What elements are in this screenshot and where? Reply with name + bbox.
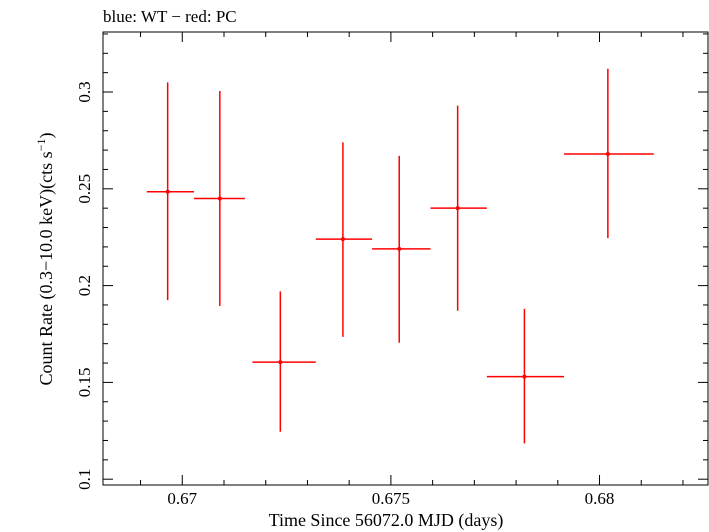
y-tick-label: 0.25 bbox=[75, 174, 94, 204]
data-point bbox=[372, 155, 431, 343]
point-marker bbox=[455, 206, 460, 211]
y-tick-label: 0.15 bbox=[75, 368, 94, 398]
x-axis-label: Time Since 56072.0 MJD (days) bbox=[269, 510, 504, 531]
data-point bbox=[146, 82, 194, 301]
minor-ticks bbox=[103, 32, 708, 485]
point-marker bbox=[278, 360, 283, 365]
y-tick-label: 0.2 bbox=[75, 275, 94, 296]
point-marker bbox=[605, 151, 610, 156]
x-tick-label: 0.67 bbox=[167, 489, 197, 508]
major-ticks bbox=[103, 32, 708, 485]
y-axis-label: Count Rate (0.3−10.0 keV)(cts s−1) bbox=[34, 133, 57, 386]
y-axis-label-close: ) bbox=[36, 133, 57, 139]
data-series-pc bbox=[146, 68, 654, 444]
point-marker bbox=[340, 237, 345, 242]
data-point bbox=[315, 142, 373, 337]
y-tick-labels: 0.1 0.15 0.2 0.25 0.3 bbox=[75, 81, 94, 489]
y-tick-label: 0.3 bbox=[75, 81, 94, 102]
data-point bbox=[486, 308, 565, 444]
data-point bbox=[564, 68, 654, 239]
y-tick-label: 0.1 bbox=[75, 469, 94, 490]
point-marker bbox=[397, 246, 402, 251]
y-axis-label-superscript: −1 bbox=[34, 139, 48, 152]
x-tick-labels: 0.67 0.675 0.68 bbox=[167, 489, 614, 508]
data-point bbox=[430, 105, 487, 311]
point-marker bbox=[217, 196, 222, 201]
data-point bbox=[193, 91, 245, 306]
point-marker bbox=[522, 374, 527, 379]
data-point bbox=[252, 291, 316, 432]
x-tick-label: 0.675 bbox=[372, 489, 410, 508]
y-axis-label-main: Count Rate (0.3−10.0 keV)(cts s bbox=[36, 151, 57, 385]
x-tick-label: 0.68 bbox=[585, 489, 615, 508]
point-marker bbox=[165, 189, 170, 194]
plot-frame bbox=[102, 31, 709, 486]
chart-title: blue: WT − red: PC bbox=[103, 7, 237, 26]
